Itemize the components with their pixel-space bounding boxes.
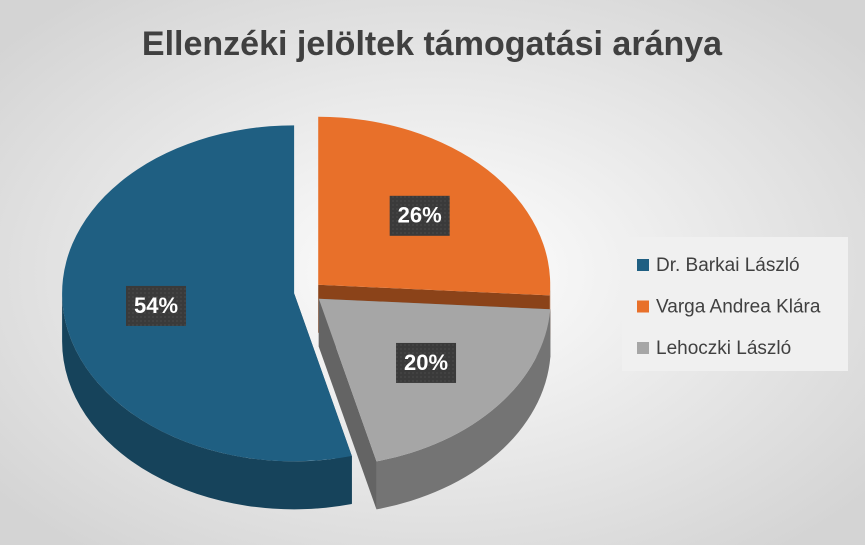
data-label: 26% — [398, 203, 442, 228]
legend-label: Dr. Barkai László — [656, 255, 800, 276]
legend-swatch — [637, 301, 649, 313]
chart-title: Ellenzéki jelöltek támogatási aránya — [142, 25, 723, 63]
legend-swatch — [637, 342, 649, 354]
data-label: 54% — [134, 293, 178, 318]
legend-swatch — [637, 259, 649, 271]
legend-label: Varga Andrea Klára — [656, 297, 821, 318]
data-label: 20% — [404, 350, 448, 375]
legend-label: Lehoczki László — [656, 338, 791, 359]
